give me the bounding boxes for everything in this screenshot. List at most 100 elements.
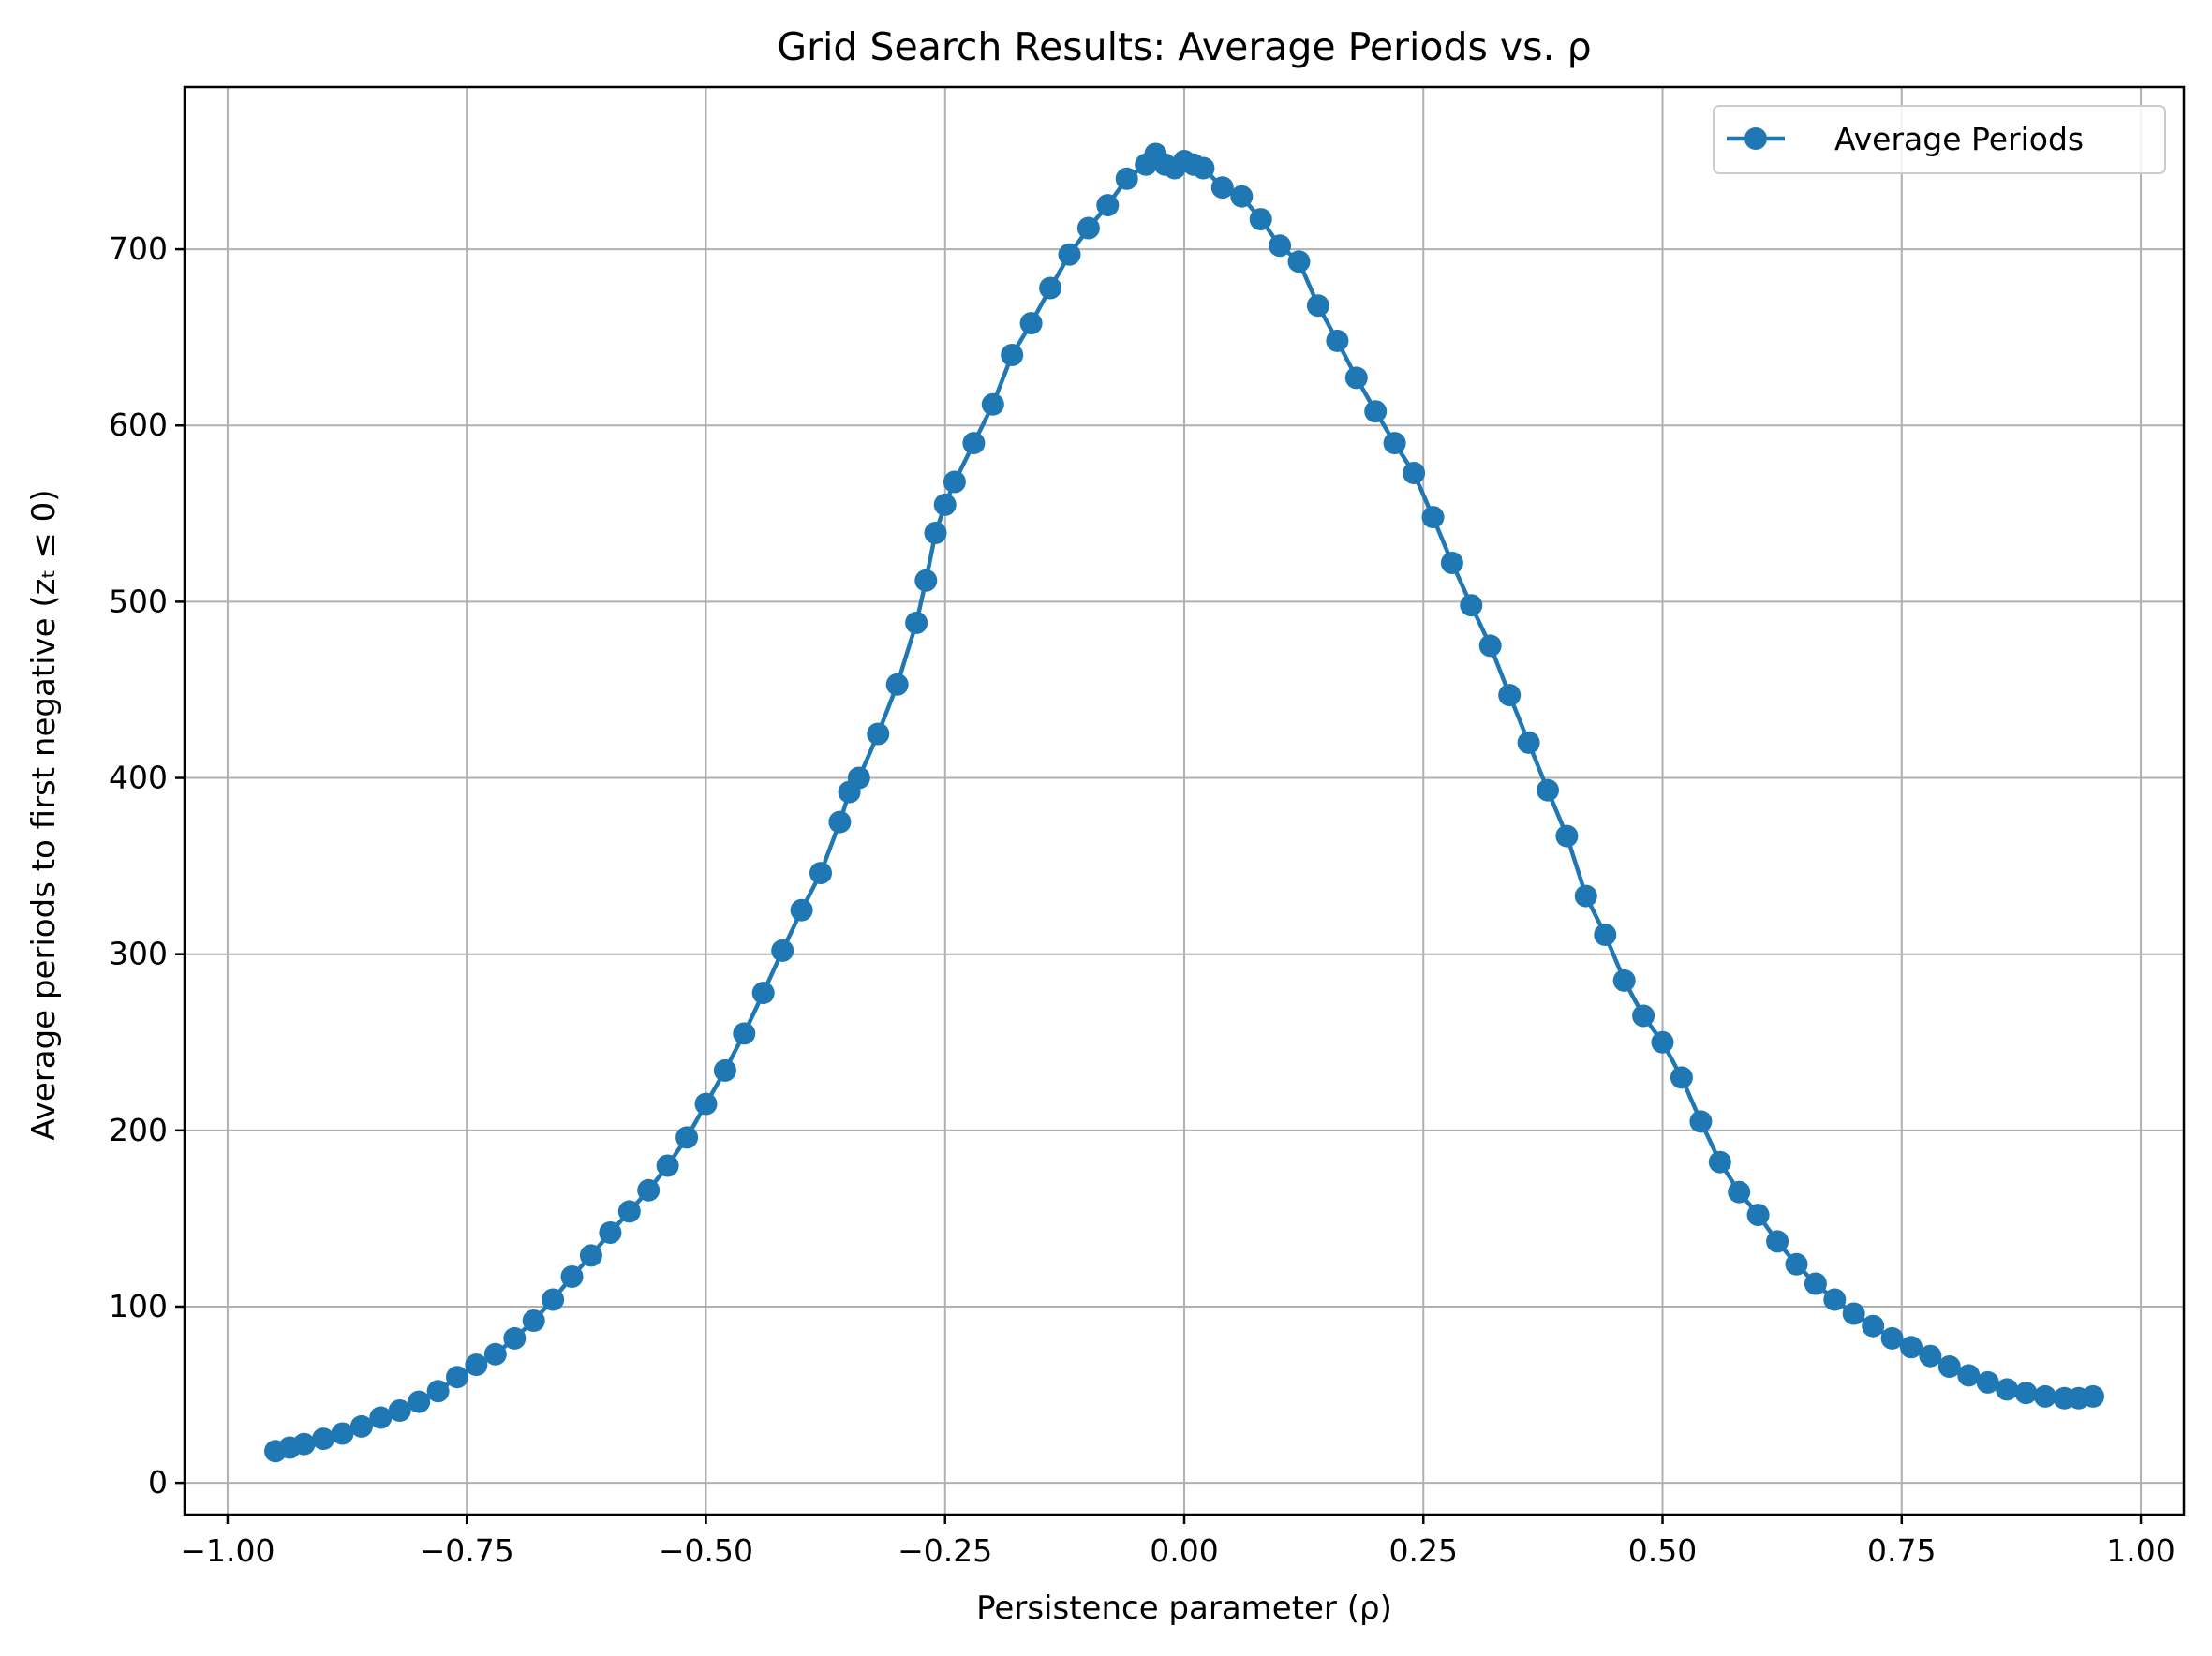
data-point	[1115, 167, 1138, 190]
data-point	[1096, 194, 1120, 217]
data-point	[637, 1178, 661, 1202]
data-point	[312, 1427, 335, 1451]
x-tick-label: −0.75	[420, 1532, 514, 1569]
data-point	[1210, 176, 1234, 200]
data-point	[1632, 1004, 1655, 1028]
data-point	[1823, 1288, 1847, 1311]
data-point	[1249, 208, 1272, 231]
data-point	[1403, 462, 1426, 484]
data-point	[1919, 1344, 1942, 1368]
data-point	[1555, 824, 1579, 848]
plot-area: −1.00 −0.75 −0.50 −0.25 0.00 0.25 0.50 0.75 1.00…	[109, 85, 2186, 1569]
data-point	[1842, 1302, 1865, 1325]
x-tick-label: 0.75	[1867, 1532, 1936, 1569]
x-tick-label: −0.25	[898, 1532, 992, 1569]
data-point	[1766, 1230, 1789, 1253]
data-point	[617, 1200, 641, 1223]
data-point	[1230, 185, 1254, 208]
data-point	[1019, 312, 1043, 335]
data-point	[503, 1326, 527, 1350]
legend-label: Average Periods	[1834, 121, 2084, 157]
data-point	[446, 1366, 468, 1389]
data-point	[2033, 1384, 2056, 1408]
data-point	[388, 1399, 411, 1422]
data-point	[1996, 1378, 2019, 1401]
y-axis-title: Average periods to first negative (zₜ ≤ …	[25, 489, 63, 1140]
data-point	[1689, 1110, 1713, 1133]
x-tick-label: 0.00	[1150, 1532, 1218, 1569]
data-point	[1269, 234, 1292, 258]
data-point	[1287, 250, 1311, 274]
x-tick-label: −1.00	[180, 1532, 275, 1569]
data-point	[1574, 884, 1597, 908]
data-point	[1039, 276, 1062, 300]
data-point	[847, 766, 870, 790]
data-point	[885, 673, 909, 696]
data-point	[1192, 156, 1215, 180]
y-tick-label: 400	[109, 760, 168, 796]
y-tick-label: 300	[109, 936, 168, 972]
data-point	[1498, 684, 1522, 707]
data-point	[483, 1342, 507, 1366]
data-point	[426, 1380, 450, 1403]
data-point	[1746, 1204, 1770, 1227]
x-tick-label: 1.00	[2106, 1532, 2175, 1569]
data-point	[914, 569, 938, 592]
data-point	[292, 1432, 316, 1456]
data-point	[1900, 1336, 1923, 1359]
data-point	[579, 1244, 602, 1267]
data-point	[943, 470, 966, 494]
data-point	[656, 1154, 679, 1177]
data-point	[1001, 344, 1024, 366]
data-point	[1383, 432, 1406, 455]
data-point	[733, 1022, 756, 1045]
data-point	[1440, 552, 1463, 574]
data-point	[675, 1126, 699, 1149]
data-point	[1594, 924, 1617, 946]
data-point	[1862, 1314, 1885, 1338]
data-point	[1306, 294, 1329, 318]
data-point	[560, 1265, 584, 1288]
data-point	[1537, 778, 1559, 802]
data-point	[924, 522, 947, 544]
data-point	[1612, 968, 1636, 992]
y-tick-label: 100	[109, 1288, 168, 1324]
chart-title: Grid Search Results: Average Periods vs.…	[777, 24, 1591, 69]
data-point	[790, 898, 813, 922]
data-point	[1344, 366, 1368, 390]
legend-marker-sample	[1744, 127, 1767, 150]
data-point	[1785, 1252, 1808, 1276]
data-point	[349, 1414, 373, 1438]
x-tick-label: −0.50	[659, 1532, 753, 1569]
data-point	[1058, 243, 1081, 266]
y-tick-label: 600	[109, 407, 168, 443]
data-point	[1976, 1370, 1999, 1394]
data-point	[809, 862, 832, 885]
data-point	[962, 432, 986, 455]
data-point	[1804, 1272, 1827, 1295]
y-tick-label: 0	[148, 1464, 168, 1501]
data-point	[1880, 1326, 1904, 1350]
y-tick-label: 500	[109, 583, 168, 619]
data-point	[1670, 1066, 1693, 1089]
data-point	[599, 1221, 622, 1244]
legend: Average Periods	[1713, 105, 2166, 174]
data-point	[933, 493, 957, 516]
data-point	[1421, 506, 1445, 529]
y-tick-label: 700	[109, 230, 168, 267]
data-point	[1517, 731, 1540, 754]
data-point	[867, 722, 890, 746]
data-point	[1651, 1030, 1674, 1054]
data-point	[771, 939, 794, 962]
data-point	[2014, 1382, 2038, 1405]
data-point	[369, 1406, 393, 1429]
data-point	[1460, 594, 1483, 617]
x-tick-label: 0.50	[1628, 1532, 1697, 1569]
data-point	[713, 1058, 736, 1082]
x-tick-label: 0.25	[1389, 1532, 1458, 1569]
data-point	[694, 1092, 718, 1116]
data-point	[1728, 1180, 1751, 1204]
data-point	[828, 810, 852, 834]
data-point	[1708, 1150, 1731, 1174]
data-point	[1364, 400, 1388, 423]
